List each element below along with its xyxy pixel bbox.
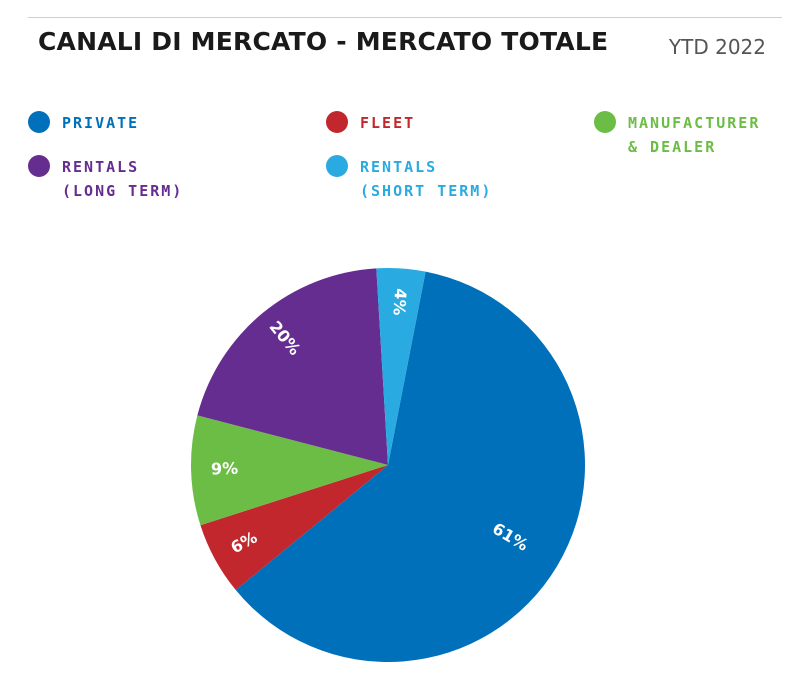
legend-label-line: MANUFACTURER <box>628 114 761 132</box>
legend-label-fleet: FLEET <box>360 111 415 135</box>
pie-slice-rentals-long-term <box>197 268 388 465</box>
legend-label-line: RENTALS <box>360 158 438 176</box>
legend-label-private: PRIVATE <box>62 111 139 135</box>
legend-swatch-private <box>28 111 50 133</box>
legend-label-line: PRIVATE <box>62 114 140 132</box>
legend-item-rentals-short-term: RENTALS (SHORT TERM) <box>326 155 492 203</box>
pie-slices <box>191 268 585 662</box>
legend-label-line: (SHORT TERM) <box>360 182 493 200</box>
legend-swatch-fleet <box>326 111 348 133</box>
legend-label-line: & DEALER <box>628 138 717 156</box>
legend-label-manufacturer-dealer: MANUFACTURER & DEALER <box>628 111 760 159</box>
chart-title: CANALI DI MERCATO - MERCATO TOTALE <box>38 27 609 56</box>
pie-label-rentals-short-term: 4% <box>389 288 410 316</box>
legend-label-line: (LONG TERM) <box>62 182 184 200</box>
legend-label-line: FLEET <box>360 114 416 132</box>
legend-swatch-manufacturer-dealer <box>594 111 616 133</box>
legend-item-manufacturer-dealer: MANUFACTURER & DEALER <box>594 111 760 159</box>
legend-label-rentals-short-term: RENTALS (SHORT TERM) <box>360 155 492 203</box>
pie-slice-fleet <box>200 465 388 591</box>
pie-slice-rentals-short-term <box>376 268 426 465</box>
legend-swatch-rentals-long-term <box>28 155 50 177</box>
pie-slice-private <box>235 271 585 662</box>
legend-swatch-rentals-short-term <box>326 155 348 177</box>
legend-label-line: RENTALS <box>62 158 140 176</box>
pie-slice-manufacturer-dealer <box>191 415 388 526</box>
legend-item-rentals-long-term: RENTALS (LONG TERM) <box>28 155 183 203</box>
period-label: YTD 2022 <box>668 35 766 59</box>
legend-item-private: PRIVATE <box>28 111 139 135</box>
pie-label-manufacturer-dealer: 9% <box>211 459 239 479</box>
legend-item-fleet: FLEET <box>326 111 415 135</box>
legend-label-rentals-long-term: RENTALS (LONG TERM) <box>62 155 183 203</box>
top-divider <box>28 17 782 18</box>
